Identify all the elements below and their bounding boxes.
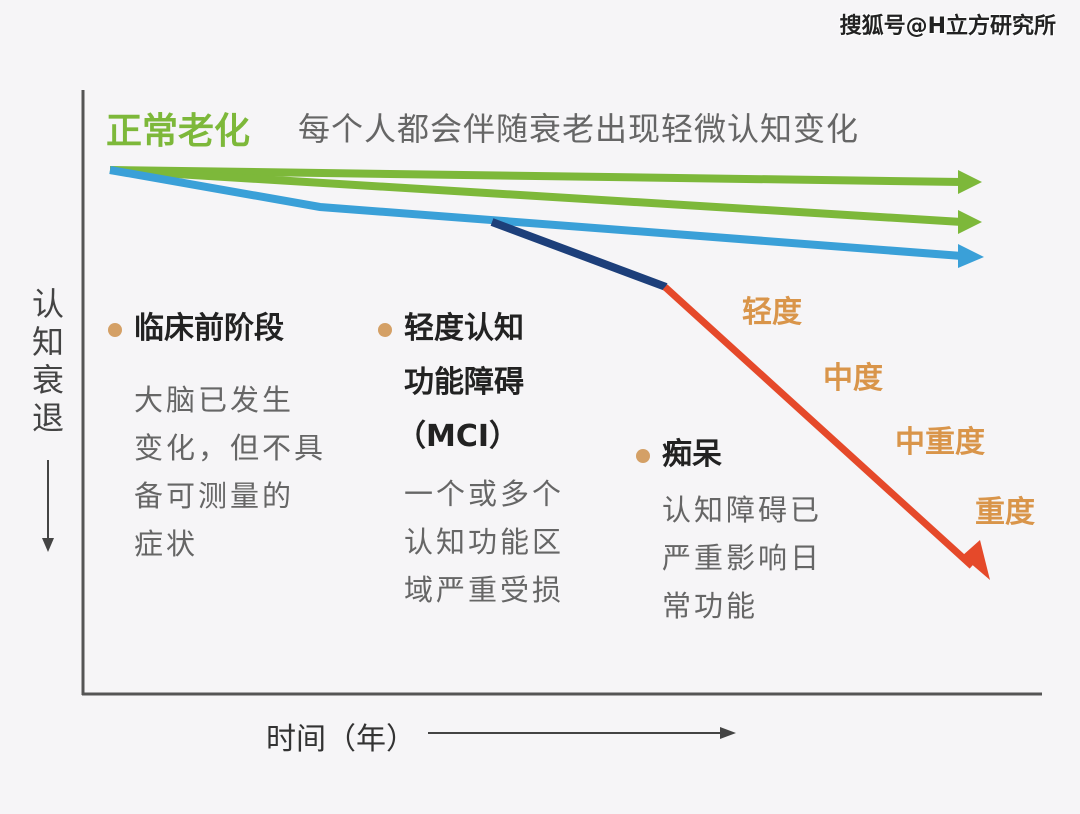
- stage-title: （MCI）: [396, 419, 520, 454]
- stage-title: 轻度认知: [404, 311, 524, 346]
- normal-aging-subtitle: 每个人都会伴随衰老出现轻微认知变化: [298, 110, 860, 148]
- stage-mci: 轻度认知 功能障碍 （MCI） 一个或多个 认知功能区 域严重受损: [378, 302, 564, 614]
- stage-desc-line: 严重影响日: [662, 541, 823, 575]
- y-axis-arrow-head: [42, 538, 54, 552]
- stage-dementia: 痴呆 认知障碍已 严重影响日 常功能: [636, 428, 822, 630]
- x-axis-label: 时间（年）: [266, 722, 416, 757]
- stage-desc-line: 域严重受损: [404, 573, 565, 607]
- normal-aging-line-1: [109, 166, 963, 186]
- normal-aging-arrow-2: [958, 210, 982, 234]
- dementia-line: [662, 284, 975, 569]
- stage-preclinical: 临床前阶段 大脑已发生 变化，但不具 备可测量的 症状: [108, 302, 326, 568]
- severity-moderate: 中度: [823, 361, 883, 396]
- severity-severe: 重度: [975, 495, 1035, 530]
- severity-moderately-severe: 中重度: [895, 425, 985, 460]
- mci-line: [490, 218, 668, 291]
- severity-mild: 轻度: [742, 295, 802, 330]
- bullet-dot-icon: [378, 322, 392, 337]
- normal-aging-title: 正常老化: [106, 111, 251, 152]
- stage-desc-line: 常功能: [662, 589, 759, 623]
- watermark: 搜狐号@H立方研究所: [839, 14, 1056, 39]
- preclinical-arrow: [958, 244, 984, 268]
- stage-desc-line: 症状: [134, 527, 199, 561]
- bullet-dot-icon: [636, 448, 650, 463]
- bullet-dot-icon: [108, 322, 122, 337]
- stage-desc-line: 备可测量的: [134, 479, 295, 513]
- dementia-arrow: [962, 540, 990, 580]
- x-axis-arrow-head: [720, 727, 736, 739]
- preclinical-line: [109, 166, 963, 260]
- normal-aging-line-2: [109, 166, 963, 226]
- stage-desc-line: 一个或多个: [404, 477, 565, 511]
- stage-title: 痴呆: [662, 437, 722, 472]
- normal-aging-arrow-1: [958, 170, 982, 194]
- stage-title: 功能障碍: [404, 365, 524, 400]
- stage-desc-line: 认知障碍已: [662, 493, 823, 527]
- stage-desc-line: 变化，但不具: [134, 431, 327, 465]
- stage-desc-line: 认知功能区: [404, 525, 565, 559]
- stage-desc-line: 大脑已发生: [134, 383, 295, 417]
- y-axis-label: 认知衰退: [31, 285, 64, 437]
- stage-title: 临床前阶段: [134, 311, 284, 346]
